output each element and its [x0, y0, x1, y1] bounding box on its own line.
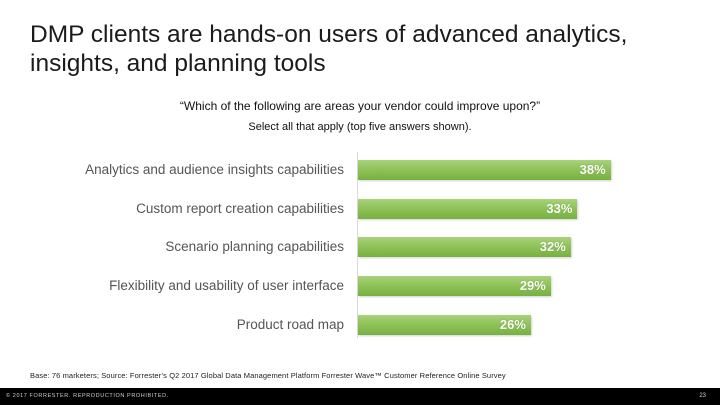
- survey-question: “Which of the following are areas your v…: [179, 99, 541, 113]
- survey-instruction: Select all that apply (top five answers …: [248, 121, 472, 133]
- bar: [358, 314, 531, 335]
- value-label: 26%: [499, 316, 526, 332]
- bar: [358, 160, 611, 180]
- base-note: Base: 76 marketers; Source: Forrester’s …: [30, 371, 506, 380]
- page-number: 23: [699, 393, 706, 399]
- footer-bar: © 2017 FORRESTER. REPRODUCTION PROHIBITE…: [0, 388, 720, 405]
- category-label: Scenario planning capabilities: [165, 239, 344, 255]
- value-label: 33%: [546, 200, 573, 216]
- page-title: DMP clients are hands-on users of advanc…: [30, 21, 628, 77]
- value-label: 38%: [579, 162, 606, 177]
- category-label: Custom report creation capabilities: [136, 200, 344, 216]
- bar: [358, 237, 571, 258]
- bar-chart: Analytics and audience insights capabili…: [0, 150, 720, 340]
- value-label: 29%: [519, 278, 546, 294]
- category-label: Analytics and audience insights capabili…: [85, 162, 344, 177]
- category-label: Product road map: [236, 316, 344, 332]
- bar: [358, 276, 551, 297]
- category-label: Flexibility and usability of user interf…: [109, 278, 344, 294]
- copyright-text: © 2017 FORRESTER. REPRODUCTION PROHIBITE…: [6, 393, 169, 399]
- bar: [358, 198, 578, 219]
- value-label: 32%: [539, 239, 566, 255]
- category-axis-line: [357, 152, 358, 338]
